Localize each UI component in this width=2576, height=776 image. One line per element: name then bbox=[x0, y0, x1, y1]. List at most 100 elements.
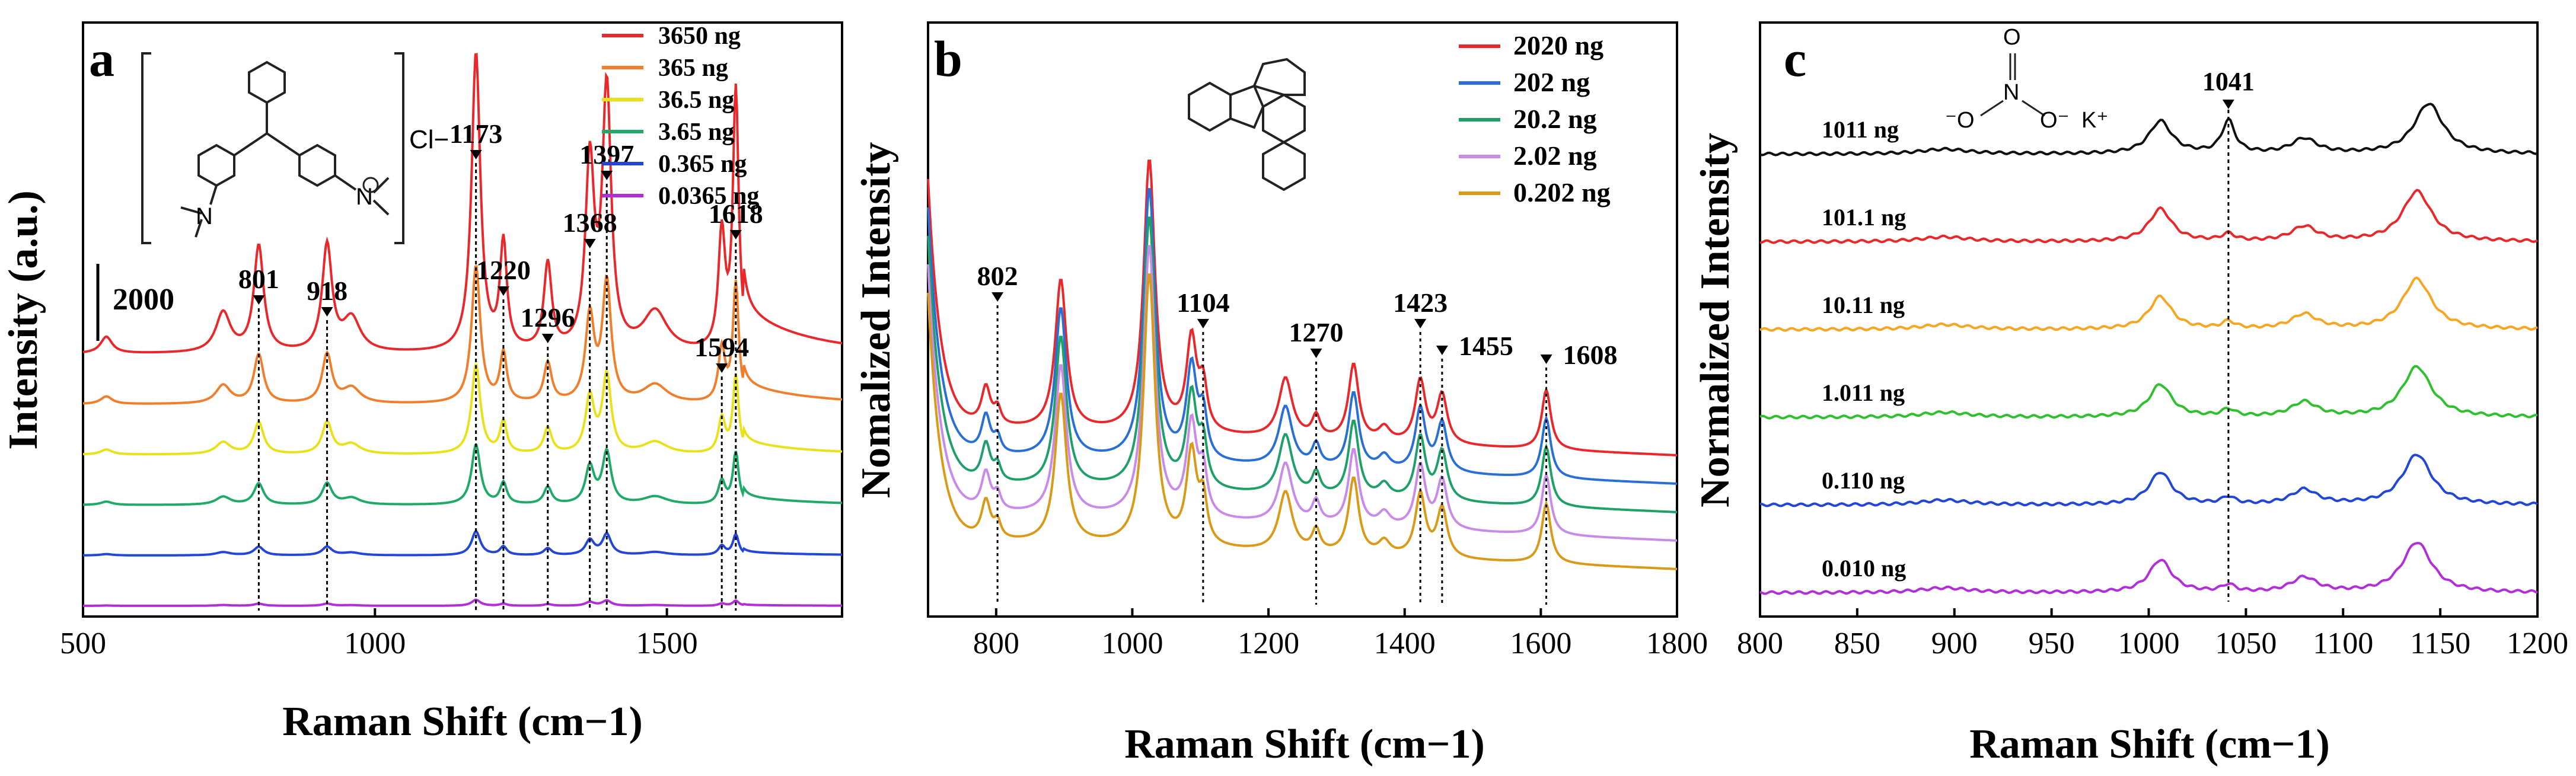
nitrogen-atom-c: N bbox=[2003, 80, 2019, 105]
x-axis-label-b: Raman Shift (cm−1) bbox=[1124, 721, 1485, 767]
legend-label-a: 3.65 ng bbox=[658, 119, 734, 146]
counter-ion-a: Cl− bbox=[409, 125, 449, 154]
x-tick-label-c: 900 bbox=[1931, 627, 1978, 660]
x-tick-label-b: 1000 bbox=[1101, 627, 1163, 660]
series-label-c: 1011 ng bbox=[1822, 116, 1899, 143]
peak-marker-b bbox=[1197, 319, 1209, 328]
series-line-b bbox=[927, 216, 1678, 513]
x-tick-label-c: 800 bbox=[1737, 627, 1783, 660]
series-line-c bbox=[1759, 542, 2538, 595]
x-tick-label-b: 1800 bbox=[1646, 627, 1708, 660]
legend-label-b: 202 ng bbox=[1513, 67, 1590, 97]
oxygen-top: O bbox=[2003, 25, 2021, 50]
peak-marker-b bbox=[1310, 349, 1322, 358]
series-label-c: 10.11 ng bbox=[1822, 292, 1905, 318]
peak-marker-a bbox=[470, 150, 482, 159]
peak-label-a: 1368 bbox=[563, 207, 617, 238]
oxygen-left: ⁻O bbox=[1945, 108, 1975, 133]
legend-label-b: 0.202 ng bbox=[1513, 177, 1611, 207]
peak-marker-a bbox=[541, 334, 554, 343]
x-tick-label-b: 800 bbox=[973, 627, 1019, 660]
series-line-c bbox=[1759, 276, 2538, 332]
y-axis-label-c: Normalized Intensity bbox=[1692, 133, 1738, 507]
peak-label-b: 1270 bbox=[1289, 317, 1343, 347]
counter-ion-c: K⁺ bbox=[2081, 108, 2108, 133]
x-tick-label-c: 1050 bbox=[2215, 627, 2277, 660]
legend-label-b: 2.02 ng bbox=[1513, 140, 1597, 171]
legend-label-a: 0.365 ng bbox=[658, 151, 747, 178]
positive-charge-icon bbox=[362, 177, 379, 193]
peak-labels-c: 1041 bbox=[2202, 67, 2255, 109]
series-line-a bbox=[82, 53, 843, 354]
series-line-c bbox=[1759, 103, 2538, 157]
peak-label-c: 1041 bbox=[2202, 67, 2255, 96]
x-axis-label-a: Raman Shift (cm−1) bbox=[282, 699, 643, 745]
peak-label-b: 1455 bbox=[1459, 331, 1513, 361]
molecule-structure-a bbox=[141, 52, 404, 244]
x-tick-label-c: 1200 bbox=[2507, 627, 2568, 660]
panel-label-b: b bbox=[934, 30, 962, 87]
legend-label-b: 2020 ng bbox=[1513, 30, 1603, 60]
series-label-c: 0.110 ng bbox=[1822, 467, 1905, 494]
peak-marker-a bbox=[253, 295, 265, 305]
scale-bar-label: 2000 bbox=[113, 283, 174, 317]
series-line-c bbox=[1759, 454, 2538, 507]
series-line-a bbox=[82, 443, 843, 506]
series-group-a bbox=[82, 53, 843, 607]
peak-marker-b bbox=[1540, 355, 1552, 364]
peak-label-a: 1594 bbox=[694, 332, 749, 362]
molecule-structure-c bbox=[1980, 53, 2045, 117]
series-label-c: 1.011 ng bbox=[1822, 379, 1905, 406]
peak-label-a: 1220 bbox=[476, 255, 531, 285]
series-line-b bbox=[927, 273, 1678, 570]
x-tick-label-c: 1150 bbox=[2410, 627, 2470, 660]
peak-label-b: 1423 bbox=[1393, 288, 1448, 318]
peak-marker-b bbox=[1414, 319, 1427, 328]
legend-label-a: 3650 ng bbox=[658, 23, 741, 50]
x-tick-label-a: 1000 bbox=[344, 627, 406, 660]
peak-label-b: 802 bbox=[977, 261, 1018, 291]
x-tick-label-c: 1000 bbox=[2118, 627, 2180, 660]
series-group-b bbox=[927, 159, 1678, 570]
peak-marker-a bbox=[321, 307, 333, 317]
x-tick-label-c: 1100 bbox=[2313, 627, 2373, 660]
molecule-structure-b bbox=[1188, 58, 1306, 191]
peak-lines-b bbox=[996, 305, 1548, 605]
panel-label-c: c bbox=[1784, 30, 1806, 87]
peak-label-a: 918 bbox=[307, 276, 347, 306]
series-line-c bbox=[1759, 189, 2538, 244]
series-group-c bbox=[1759, 103, 2538, 595]
legend-label-a: 365 ng bbox=[658, 55, 728, 82]
panel-label-a: a bbox=[89, 30, 114, 87]
panel-b: 802 1104 1270 1423 1455 1608 800 1000 1200 1400 1… bbox=[853, 21, 1708, 767]
peak-labels-b: 802 1104 1270 1423 1455 1608 bbox=[977, 261, 1618, 370]
oxygen-right: O⁻ bbox=[2040, 108, 2070, 133]
peak-label-a: 1296 bbox=[521, 302, 575, 333]
x-axis-label-c: Raman Shift (cm−1) bbox=[1969, 721, 2330, 767]
series-line-a bbox=[83, 363, 843, 456]
peak-marker-b bbox=[1436, 346, 1448, 355]
x-tick-label-c: 850 bbox=[1834, 627, 1880, 660]
x-ticks-b: 800 1000 1200 1400 1600 1800 bbox=[973, 608, 1708, 660]
peak-label-b: 1608 bbox=[1563, 340, 1618, 370]
peak-marker-a bbox=[601, 171, 613, 180]
peak-marker-a bbox=[716, 363, 728, 373]
peak-marker-a bbox=[497, 286, 509, 296]
series-label-c: 101.1 ng bbox=[1822, 204, 1906, 231]
x-tick-label-c: 950 bbox=[2029, 627, 2075, 660]
y-axis-label-a: Intensity (a.u.) bbox=[1, 190, 46, 450]
series-line-b bbox=[927, 159, 1678, 456]
plot-frame-a bbox=[82, 21, 843, 618]
x-tick-label-b: 1400 bbox=[1374, 627, 1436, 660]
x-tick-label-a: 500 bbox=[60, 627, 106, 660]
x-ticks-c: 800 850 900 950 1000 1050 1100 1150 1200 bbox=[1737, 608, 2568, 660]
x-tick-label-a: 1500 bbox=[636, 627, 698, 660]
legend-label-b: 20.2 ng bbox=[1513, 104, 1597, 134]
plot-frame-b bbox=[927, 21, 1678, 618]
legend-b: 2020 ng 202 ng 20.2 ng 2.02 ng 0.202 ng bbox=[1459, 30, 1611, 207]
series-line-a bbox=[82, 265, 843, 405]
peak-lines-a bbox=[257, 163, 737, 611]
